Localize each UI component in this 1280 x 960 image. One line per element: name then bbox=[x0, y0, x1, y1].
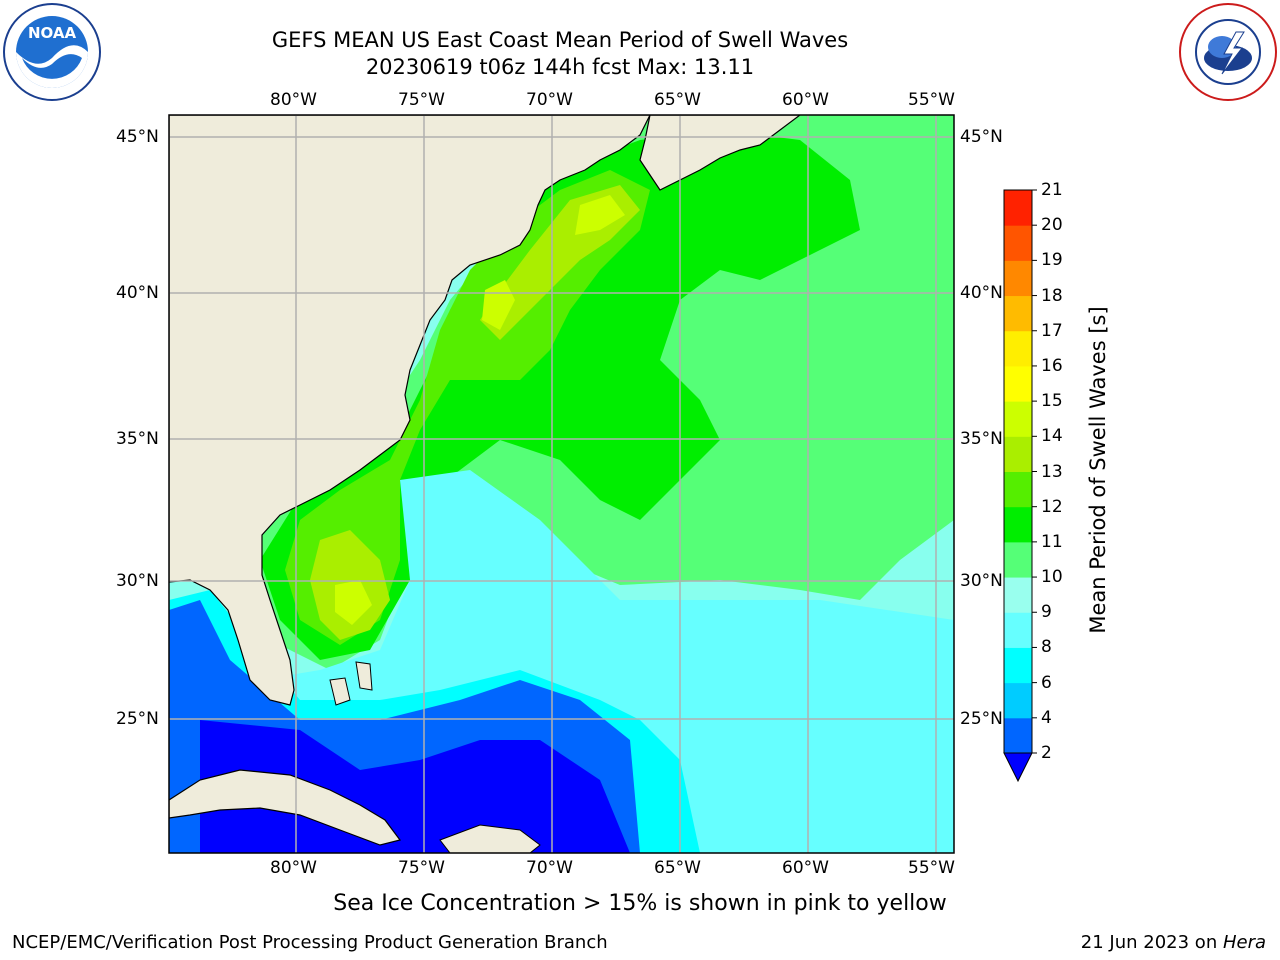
colorbar-tick-label: 11 bbox=[1041, 531, 1063, 552]
lat-label-right-30n: 30°N bbox=[960, 571, 1003, 591]
lon-label-top-80w: 80°W bbox=[270, 90, 317, 110]
colorbar-tick-label: 14 bbox=[1041, 426, 1063, 447]
lat-label-right-35n: 35°N bbox=[960, 429, 1003, 449]
land-hispaniola bbox=[439, 824, 541, 853]
contour-band-11-12 bbox=[285, 170, 650, 645]
colorbar-tick-label: 16 bbox=[1041, 355, 1063, 376]
colorbar-segment bbox=[1004, 471, 1032, 508]
colorbar-tick-label: 9 bbox=[1041, 602, 1052, 623]
footer-date: 21 Jun 2023 on Hera bbox=[1081, 932, 1266, 954]
lon-label-top-55w: 55°W bbox=[908, 90, 955, 110]
colorbar-tick-label: 20 bbox=[1041, 215, 1063, 236]
land-cuba bbox=[169, 769, 402, 846]
colorbar-segment bbox=[1004, 330, 1032, 367]
lon-label-top-65w: 65°W bbox=[654, 90, 701, 110]
lon-label-top-60w: 60°W bbox=[782, 90, 829, 110]
colorbar-segment bbox=[1004, 225, 1032, 261]
lat-label-right-25n: 25°N bbox=[960, 709, 1003, 729]
colorbar-tick-label: 19 bbox=[1041, 250, 1063, 271]
lon-label-bottom-80w: 80°W bbox=[270, 858, 317, 878]
colorbar-segment bbox=[1004, 401, 1032, 437]
colorbar-tick-label: 2 bbox=[1041, 743, 1052, 763]
colorbar-segment bbox=[1004, 541, 1032, 578]
lon-label-bottom-60w: 60°W bbox=[782, 858, 829, 878]
lat-label-left-30n: 30°N bbox=[116, 571, 159, 591]
sea-ice-note: Sea Ice Concentration > 15% is shown in … bbox=[333, 891, 947, 916]
footer-date-text: 21 Jun 2023 on bbox=[1080, 932, 1223, 953]
colorbar-tick-label: 18 bbox=[1041, 285, 1063, 306]
colorbar-segment bbox=[1004, 295, 1032, 332]
colorbar-segment bbox=[1004, 365, 1032, 402]
noaa-logo: NOAA bbox=[2, 2, 102, 102]
colorbar-tick-label: 13 bbox=[1041, 461, 1063, 482]
footer-branch: NCEP/EMC/Verification Post Processing Pr… bbox=[12, 932, 608, 953]
lat-label-left-40n: 40°N bbox=[116, 283, 159, 303]
contour-band-below-2 bbox=[200, 720, 630, 853]
colorbar-segment bbox=[1004, 190, 1032, 226]
land-bahamas-andros bbox=[329, 677, 351, 706]
colorbar-tick-label: 17 bbox=[1041, 320, 1063, 341]
lat-label-left-45n: 45°N bbox=[116, 127, 159, 147]
colorbar-tick-label: 8 bbox=[1041, 637, 1052, 658]
land-us-east-coast bbox=[169, 115, 651, 706]
contour-band-13-14 bbox=[575, 195, 625, 235]
contour-band-13-14c bbox=[335, 580, 372, 625]
lat-label-left-35n: 35°N bbox=[116, 429, 159, 449]
colorbar-segment bbox=[1004, 612, 1032, 648]
graticule bbox=[169, 115, 954, 853]
colorbar-segment bbox=[1004, 647, 1032, 684]
land-bahamas-abaco bbox=[355, 661, 373, 691]
noaa-logo-text: NOAA bbox=[28, 24, 77, 42]
colorbar-title: Mean Period of Swell Waves [s] bbox=[1086, 306, 1110, 634]
colorbar-segment bbox=[1004, 260, 1032, 297]
colorbar-tick-label: 4 bbox=[1041, 707, 1052, 728]
map-frame bbox=[168, 114, 955, 854]
colorbar-segment bbox=[1004, 506, 1032, 543]
lat-label-right-45n: 45°N bbox=[960, 127, 1003, 147]
colorbar-segment bbox=[1004, 436, 1032, 472]
lon-label-top-75w: 75°W bbox=[398, 90, 445, 110]
colorbar-tick-label: 15 bbox=[1041, 391, 1063, 412]
colorbar-tick-label: 21 bbox=[1041, 180, 1063, 200]
lon-label-bottom-70w: 70°W bbox=[526, 858, 573, 878]
colorbar-segment bbox=[1004, 577, 1032, 613]
colorbar-tick-label: 12 bbox=[1041, 496, 1063, 517]
lat-label-left-25n: 25°N bbox=[116, 709, 159, 729]
colorbar bbox=[1003, 189, 1037, 783]
colorbar-tick-label: 10 bbox=[1041, 567, 1063, 588]
lat-label-right-40n: 40°N bbox=[960, 283, 1003, 303]
colorbar-segment bbox=[1004, 682, 1032, 719]
lon-label-bottom-65w: 65°W bbox=[654, 858, 701, 878]
nws-logo bbox=[1178, 2, 1278, 102]
lon-label-bottom-75w: 75°W bbox=[398, 858, 445, 878]
colorbar-extend-arrow bbox=[1003, 752, 1033, 783]
colorbar-tick-label: 6 bbox=[1041, 672, 1052, 693]
lon-label-bottom-55w: 55°W bbox=[908, 858, 955, 878]
footer-host: Hera bbox=[1222, 932, 1266, 953]
lon-label-top-70w: 70°W bbox=[526, 90, 573, 110]
map-title: GEFS MEAN US East Coast Mean Period of S… bbox=[271, 28, 849, 52]
map-subtitle: 20230619 t06z 144h fcst Max: 13.11 bbox=[365, 55, 755, 79]
colorbar-segment bbox=[1004, 717, 1032, 754]
